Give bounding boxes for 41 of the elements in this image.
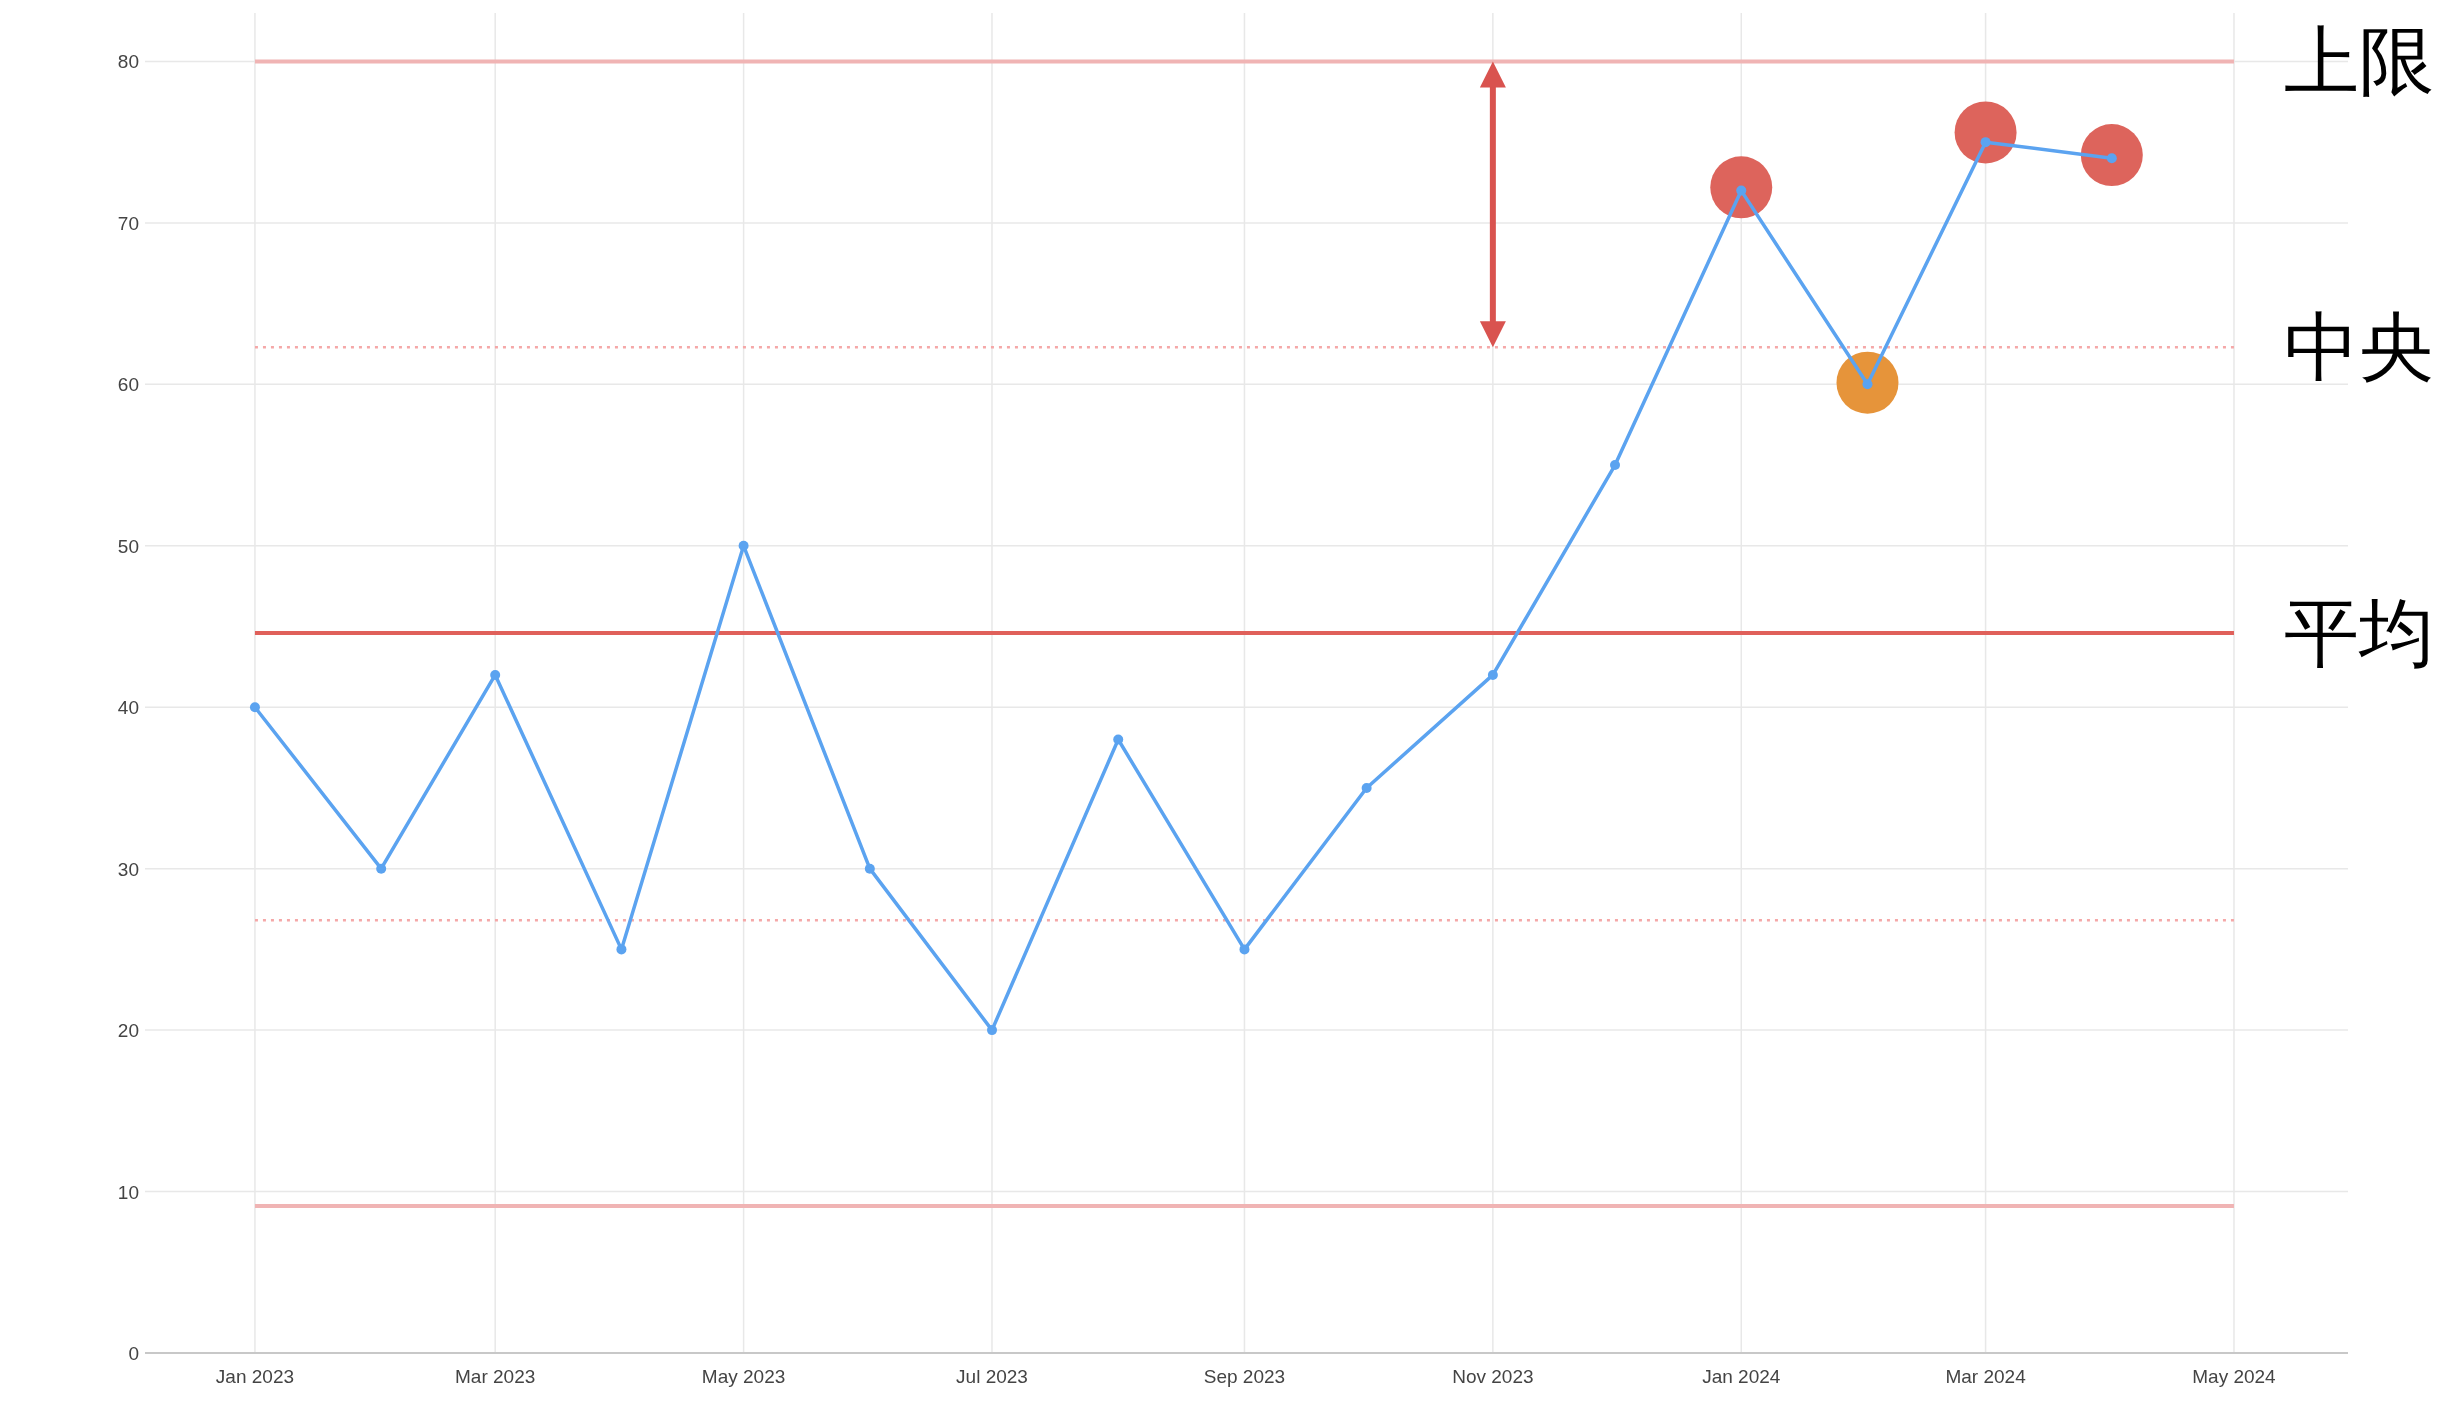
point — [1980, 137, 1991, 148]
y-tick-label: 60 — [117, 374, 139, 396]
y-tick-label: 70 — [117, 212, 139, 234]
x-tick-label: Mar 2023 — [455, 1366, 536, 1387]
y-tick-label: 20 — [117, 1020, 139, 1042]
point — [986, 1025, 997, 1036]
point — [1610, 460, 1621, 471]
point — [1862, 379, 1873, 390]
y-tick-label: 50 — [117, 535, 139, 557]
point — [738, 540, 749, 551]
point — [1487, 669, 1498, 680]
x-tick-label: May 2023 — [701, 1366, 786, 1387]
x-tick-label: May 2024 — [2192, 1366, 2277, 1387]
point — [1361, 782, 1372, 793]
point — [490, 669, 501, 680]
point — [1113, 734, 1124, 745]
x-tick-label: Nov 2023 — [1452, 1366, 1534, 1387]
ref-line-label: 上限 — [2283, 19, 2434, 104]
point — [1736, 185, 1747, 196]
x-tick-label: Mar 2024 — [1945, 1366, 2027, 1387]
point — [1710, 156, 1773, 219]
point — [1239, 944, 1250, 955]
ref-line-label: 平均 — [2283, 590, 2434, 675]
x-tick-label: Sep 2023 — [1203, 1366, 1286, 1387]
point — [616, 944, 627, 955]
x-tick-label: Jul 2023 — [956, 1366, 1028, 1387]
ref-line-label: 中央 — [2283, 305, 2434, 390]
y-tick-label: 30 — [117, 858, 139, 880]
y-tick-label: 10 — [117, 1181, 139, 1203]
point — [249, 702, 260, 713]
y-tick-label: 0 — [128, 1343, 139, 1364]
x-tick-label: Jan 2024 — [1702, 1366, 1781, 1387]
point — [864, 863, 875, 874]
point — [2106, 153, 2117, 164]
point — [1954, 101, 2017, 164]
y-tick-label: 40 — [117, 697, 139, 719]
point — [376, 863, 387, 874]
point — [2080, 124, 2143, 187]
x-tick-label: Jan 2023 — [215, 1366, 295, 1387]
point — [1836, 351, 1899, 414]
y-tick-label: 80 — [117, 51, 139, 73]
